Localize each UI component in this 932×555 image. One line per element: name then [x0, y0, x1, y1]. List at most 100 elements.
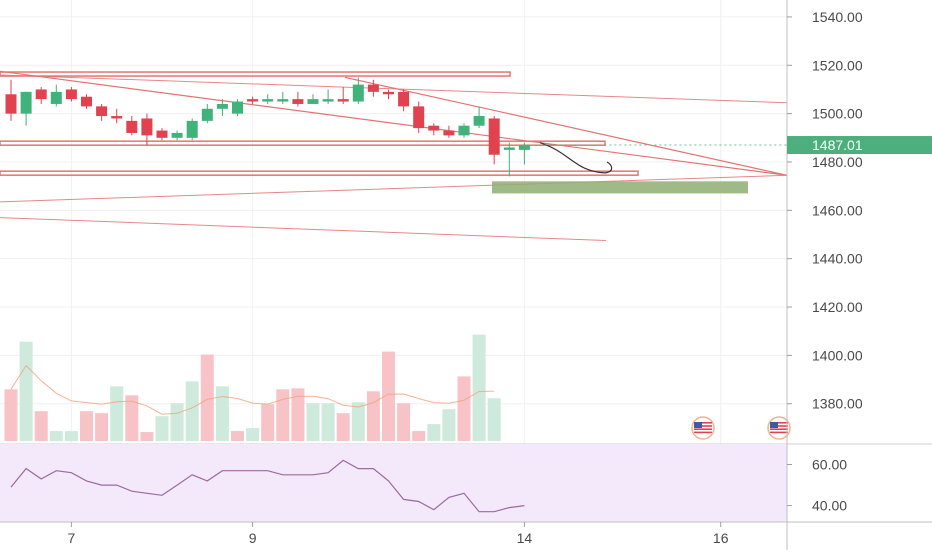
support-zone — [0, 170, 639, 176]
price-tick-label: 1440.00 — [812, 251, 863, 267]
candle-body — [201, 108, 213, 121]
time-tick-label: 9 — [249, 530, 257, 546]
candle-body — [518, 145, 530, 150]
volume-bar — [427, 424, 441, 441]
rsi-tick-label: 60.00 — [812, 457, 847, 473]
candle-body — [65, 89, 77, 100]
candle-body — [503, 147, 515, 150]
candle-body — [186, 120, 198, 138]
volume-bar — [351, 402, 365, 441]
time-tick-label: 14 — [517, 530, 533, 546]
candle-body — [398, 91, 410, 107]
us-flag-event-icon[interactable] — [691, 416, 715, 440]
candlesticks — [5, 77, 530, 177]
volume-bar — [140, 432, 154, 441]
rsi-panel-background — [0, 444, 787, 522]
volume-bar — [125, 395, 139, 441]
current-price-label: 1487.01 — [812, 137, 863, 153]
candle-body — [383, 91, 394, 95]
price-tick-label: 1500.00 — [812, 106, 863, 122]
price-tick-label: 1420.00 — [812, 299, 863, 315]
candle-body — [277, 99, 289, 102]
price-tick-label: 1540.00 — [812, 9, 863, 25]
us-flag-event-icon[interactable] — [767, 416, 791, 440]
volume-bar — [80, 411, 93, 441]
rsi-tick-label: 40.00 — [812, 498, 847, 514]
volume-bar — [397, 403, 411, 441]
volume-bar — [64, 431, 78, 441]
flag-stripe — [694, 425, 712, 427]
candle-body — [5, 94, 17, 114]
volume-bar — [215, 386, 229, 441]
volume-bar — [34, 411, 48, 441]
candle-body — [458, 125, 470, 136]
volume-bar — [442, 409, 456, 441]
event-flags[interactable] — [691, 416, 791, 440]
candle-body — [247, 99, 259, 102]
candle-body — [428, 125, 440, 131]
price-tick-label: 1400.00 — [812, 347, 863, 363]
volume-bar — [4, 389, 18, 441]
volume-bar — [366, 391, 380, 441]
volume-bar — [155, 416, 169, 441]
volume-bar — [472, 334, 486, 441]
lower-channel-line — [0, 217, 607, 242]
volume-bar — [336, 413, 350, 441]
candle-body — [81, 96, 92, 107]
volume-bar — [382, 351, 395, 441]
volume-bar — [170, 403, 184, 441]
volume-bar — [261, 404, 275, 441]
volume-bar — [487, 398, 501, 441]
projection-arrow — [539, 142, 613, 174]
current-price-badge[interactable] — [787, 136, 932, 155]
volume-bars — [4, 334, 501, 441]
candle-body — [156, 130, 168, 138]
volume-bar — [321, 403, 335, 441]
candle-body — [96, 106, 108, 117]
volume-bar — [412, 431, 426, 441]
candle-body — [20, 91, 32, 114]
volume-bar — [185, 381, 199, 441]
candle-body — [337, 99, 349, 102]
candle-body — [413, 106, 425, 129]
volume-bar — [49, 431, 63, 441]
flag-canton — [694, 422, 702, 428]
candle-body — [443, 130, 455, 136]
candle-body — [292, 99, 304, 104]
candle-body — [141, 118, 153, 136]
candle-body — [126, 120, 138, 133]
candle-body — [262, 99, 274, 102]
trend-drawings — [0, 70, 788, 242]
candle-body — [35, 89, 47, 100]
volume-bar — [291, 388, 305, 441]
flag-stripe — [770, 431, 788, 434]
price-tick-label: 1520.00 — [812, 57, 863, 73]
descending-trendline — [344, 76, 788, 176]
grid — [0, 0, 932, 522]
candle-body — [50, 91, 62, 104]
flag-stripe — [770, 422, 788, 424]
price-tick-label: 1480.00 — [812, 154, 863, 170]
upper-channel-line — [0, 74, 788, 104]
volume-moving-average — [10, 364, 495, 415]
candle-body — [232, 101, 243, 114]
flag-stripe — [694, 431, 712, 434]
candle-body — [322, 99, 334, 102]
candle-body — [111, 116, 123, 119]
candle-body — [488, 118, 500, 155]
descending-trendline — [0, 70, 788, 176]
price-tick-label: 1380.00 — [812, 396, 863, 412]
volume-bar — [200, 354, 214, 441]
volume-bar — [457, 376, 471, 441]
time-tick-label: 7 — [68, 530, 76, 546]
flag-stripe — [694, 428, 712, 430]
target-zone — [492, 181, 748, 194]
volume-bar — [246, 428, 260, 441]
pivot-zone — [0, 140, 606, 146]
volume-bar — [306, 403, 320, 441]
volume-bar — [19, 341, 33, 441]
time-tick-label: 16 — [713, 530, 729, 546]
